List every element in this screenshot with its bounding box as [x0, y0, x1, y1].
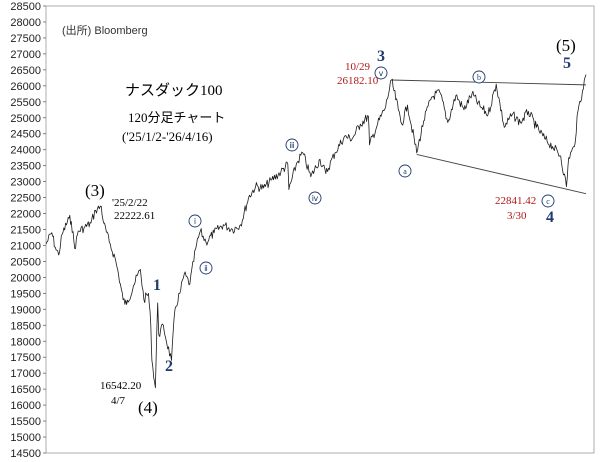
wave-marker-roman: ⅰ: [188, 214, 202, 228]
y-tick-label: 27500: [10, 33, 41, 45]
y-tick-label: 16000: [10, 400, 41, 412]
y-tick-label: 21500: [10, 225, 41, 237]
wave-marker-roman: a: [398, 164, 412, 178]
chart-subtitle-range: ('25/1/2-'26/4/16): [122, 129, 213, 144]
y-tick-label: 22500: [10, 193, 41, 205]
wave-marker-circle: [472, 70, 486, 84]
y-tick-label: 24000: [10, 145, 41, 157]
wave-marker-roman: ⅳ: [308, 191, 322, 205]
wave-marker-label: a: [403, 167, 407, 176]
wave-marker-roman: ⅱ: [199, 261, 213, 275]
trendline: [391, 79, 587, 86]
y-tick-label: 23000: [10, 177, 41, 189]
source-label: (出所) Bloomberg: [62, 23, 148, 37]
wave-label-blue: 4: [546, 209, 554, 226]
y-tick-label: 16500: [10, 384, 41, 396]
wave-label-blue: 1: [153, 277, 161, 294]
y-tick-label: 23500: [10, 161, 41, 173]
y-axis: 14500 15000 15500 16000 16500 17000 17500 18000…: [10, 1, 46, 460]
y-tick-label: 27000: [10, 49, 41, 61]
y-tick-label: 28500: [10, 1, 41, 13]
y-tick-label: 15000: [10, 432, 41, 444]
y-tick-label: 17000: [10, 368, 41, 380]
wave-marker-label: ⅱ: [204, 264, 208, 273]
price-annotation-black: 16542.20: [100, 380, 142, 392]
y-tick-label: 24500: [10, 129, 41, 141]
wave-marker-roman: ⅴ: [374, 66, 388, 80]
wave-marker-label: ⅴ: [379, 69, 384, 78]
wave-marker-circle: [285, 138, 299, 152]
wave-label-blue: 2: [165, 358, 173, 375]
y-tick-label: 20500: [10, 256, 41, 268]
wave-label-major: (4): [138, 398, 158, 417]
y-tick-label: 17500: [10, 352, 41, 364]
y-tick-label: 18500: [10, 320, 41, 332]
wave-label-major: (5): [556, 36, 576, 55]
price-annotation-black: 4/7: [111, 395, 126, 407]
wave-marker-circle: [398, 164, 412, 178]
price-annotation-red: 26182.10: [337, 75, 379, 87]
y-tick-label: 20000: [10, 272, 41, 284]
price-line: [45, 74, 587, 389]
wave-marker-circle: [199, 261, 213, 275]
chart-subtitle-timeframe: 120分足チャート: [128, 110, 225, 125]
trendlines: [391, 79, 587, 195]
y-tick-label: 28000: [10, 17, 41, 29]
price-series: [45, 74, 587, 389]
y-tick-label: 14500: [10, 448, 41, 460]
wave-label-blue: 5: [563, 55, 571, 72]
wave-label-major: (3): [85, 181, 105, 200]
wave-marker-label: ⅰ: [194, 217, 196, 226]
chart-title: ナスダック100: [125, 82, 223, 99]
y-tick-label: 18000: [10, 336, 41, 348]
y-tick-label: 26500: [10, 65, 41, 77]
trendline: [416, 154, 587, 195]
wave-marker-roman: c: [541, 194, 555, 208]
wave-marker-roman: b: [472, 70, 486, 84]
y-tick-label: 25500: [10, 97, 41, 109]
wave-marker-roman: ⅲ: [285, 138, 299, 152]
wave-marker-circle: [374, 66, 388, 80]
y-tick-label: 22000: [10, 209, 41, 221]
price-annotation-red: 3/30: [507, 210, 527, 222]
wave-label-blue: 3: [377, 48, 385, 65]
y-tick-label: 26000: [10, 81, 41, 93]
price-annotation-red: 10/29: [345, 61, 371, 73]
wave-marker-circle: [308, 191, 322, 205]
wave-marker-label: b: [477, 73, 481, 82]
price-annotation-black: '25/2/22: [112, 197, 148, 209]
wave-marker-circle: [188, 214, 202, 228]
price-annotation-red: 22841.42: [495, 195, 536, 207]
y-tick-label: 19500: [10, 288, 41, 300]
y-tick-label: 19000: [10, 304, 41, 316]
wave-marker-circle: [541, 194, 555, 208]
price-annotation-black: 22222.61: [114, 210, 155, 222]
wave-marker-label: ⅲ: [289, 141, 294, 150]
y-tick-label: 15500: [10, 416, 41, 428]
wave-marker-label: ⅳ: [312, 194, 319, 203]
y-tick-label: 21000: [10, 240, 41, 252]
wave-marker-label: c: [546, 197, 550, 206]
y-tick-label: 25000: [10, 113, 41, 125]
